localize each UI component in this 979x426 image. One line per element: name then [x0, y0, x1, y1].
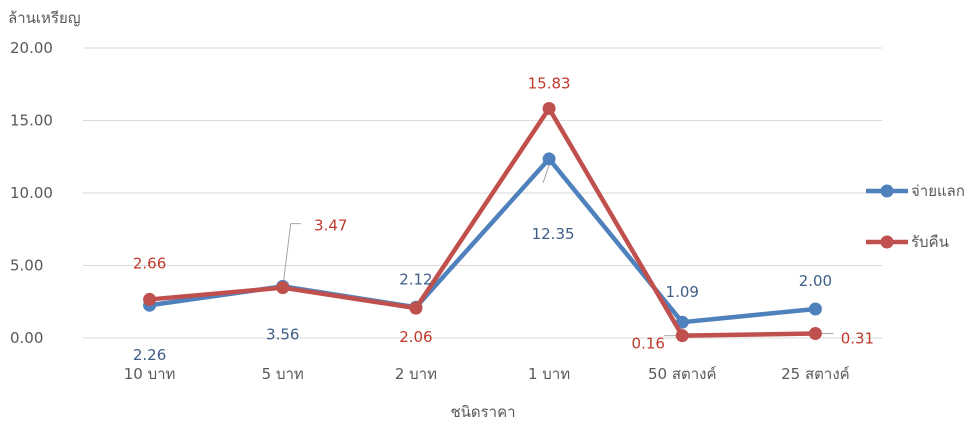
data-label: 2.06: [399, 328, 432, 346]
y-axis-title: ล้านเหรียญ: [8, 9, 81, 27]
legend-swatch-marker: [880, 235, 894, 249]
legend-swatch-marker: [880, 184, 894, 198]
x-tick-label: 5 บาท: [262, 365, 304, 383]
y-tick-label: 5.00: [10, 257, 43, 275]
y-tick-label: 0.00: [10, 329, 43, 347]
data-label: 15.83: [528, 74, 571, 92]
data-label: 3.47: [314, 217, 347, 235]
data-point: [675, 315, 689, 329]
series-line: [147, 156, 818, 325]
y-tick-label: 10.00: [10, 184, 53, 202]
data-label: 2.66: [133, 254, 166, 272]
x-tick-label: 25 สตางค์: [781, 365, 850, 383]
data-point: [675, 329, 689, 343]
data-label: 2.00: [799, 272, 832, 290]
data-label: 0.16: [632, 335, 665, 353]
data-label: 0.31: [841, 330, 874, 348]
x-tick-label: 10 บาท: [124, 365, 176, 383]
data-point: [808, 327, 822, 341]
label-leader-lines: [282, 164, 834, 337]
data-label: 2.12: [399, 270, 432, 288]
data-labels: 2.26 3.56 2.12 12.35 1.09 2.00 2.66 3.47 2.06 15.…: [133, 74, 874, 364]
legend-label: จ่ายแลก: [911, 182, 965, 200]
data-point: [542, 152, 556, 166]
data-point: [143, 292, 157, 306]
data-label: 3.56: [266, 325, 299, 343]
leader-line: [282, 223, 301, 288]
y-tick-label: 15.00: [10, 112, 53, 130]
legend-label: รับคืน: [911, 233, 949, 251]
series-line: [147, 106, 818, 338]
data-label: 1.09: [666, 283, 699, 301]
gridlines: [83, 47, 882, 339]
x-tick-label: 1 บาท: [528, 365, 570, 383]
series-group: [143, 101, 822, 343]
data-point: [276, 281, 290, 295]
data-label: 12.35: [532, 225, 575, 243]
data-point: [409, 301, 423, 315]
data-point: [542, 101, 556, 115]
y-tick-labels: 0.00 5.00 10.00 15.00 20.00: [10, 39, 53, 347]
data-point: [808, 302, 822, 316]
x-tick-labels: 10 บาท 5 บาท 2 บาท 1 บาท 50 สตางค์ 25 สตางค์: [124, 365, 850, 383]
x-tick-label: 2 บาท: [395, 365, 437, 383]
x-tick-label: 50 สตางค์: [648, 365, 717, 383]
x-axis-title: ชนิดราคา: [450, 403, 515, 421]
y-tick-label: 20.00: [10, 39, 53, 57]
leader-line: [542, 164, 550, 184]
data-label: 2.26: [133, 346, 166, 364]
